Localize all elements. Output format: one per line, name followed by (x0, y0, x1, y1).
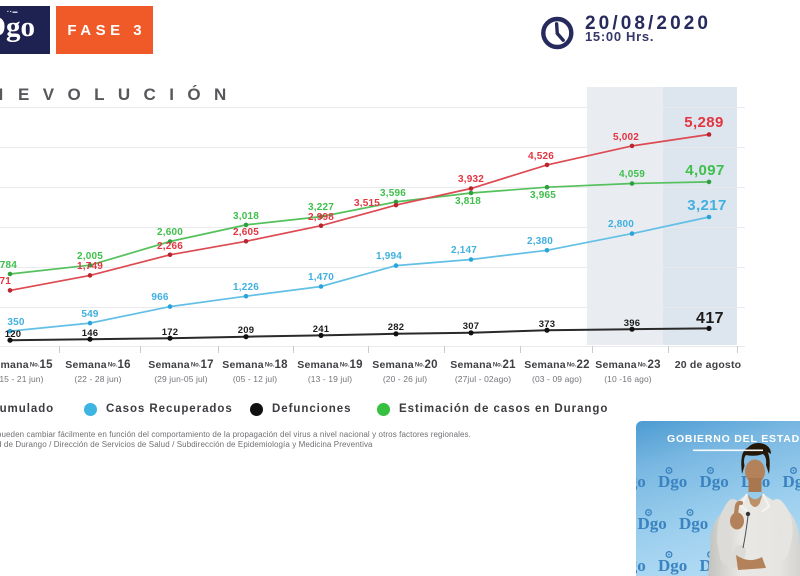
svg-text:Dgo: Dgo (638, 514, 667, 533)
svg-text:Dgo: Dgo (658, 556, 687, 575)
svg-text:Dgo: Dgo (658, 472, 687, 491)
svg-text:Dgo: Dgo (700, 472, 729, 491)
svg-text:GOBIERNO DEL ESTADO: GOBIERNO DEL ESTADO (667, 433, 800, 445)
svg-text:Dgo: Dgo (679, 514, 708, 533)
svg-text:Dgo: Dgo (783, 472, 800, 491)
svg-text:Dgo: Dgo (636, 472, 646, 491)
svg-text:Dgo: Dgo (636, 556, 646, 575)
